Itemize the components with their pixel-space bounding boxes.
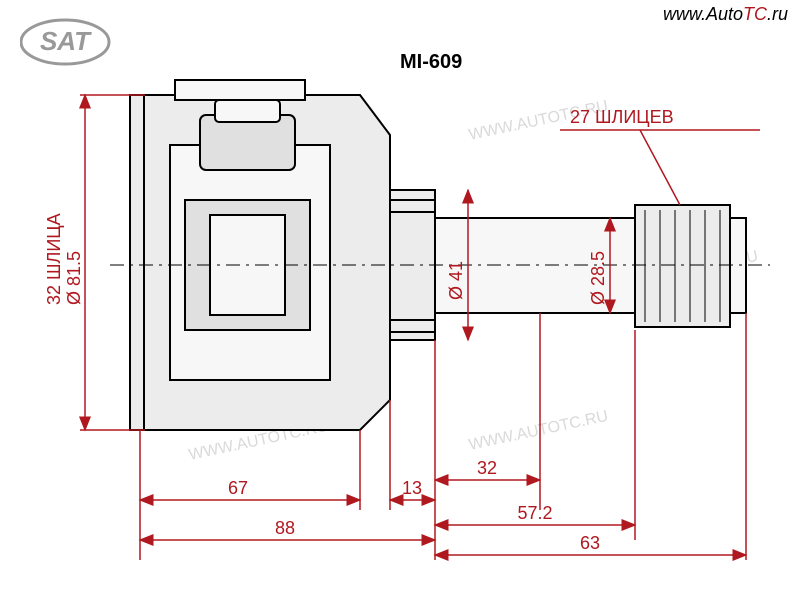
svg-text:63: 63 — [580, 533, 600, 553]
svg-text:32: 32 — [477, 458, 497, 478]
svg-text:32 ШЛИЦА: 32 ШЛИЦА — [44, 213, 64, 305]
svg-text:Ø 81.5: Ø 81.5 — [64, 251, 84, 305]
dim-13: 13 — [390, 478, 435, 500]
watermark: WWW.AUTOTC.RU — [467, 408, 609, 454]
svg-text:27 ШЛИЦЕВ: 27 ШЛИЦЕВ — [570, 107, 674, 127]
dim-dia-41: Ø 41 — [446, 190, 468, 340]
part-number-label: MI-609 — [400, 51, 462, 73]
drawing-svg: WWW.AUTOTC.RU WWW.AUTOTC.RU WWW.AUTOTC.R… — [0, 0, 800, 600]
svg-text:57.2: 57.2 — [517, 503, 552, 523]
dim-63: 63 — [435, 533, 746, 555]
dim-32: 32 — [435, 458, 540, 480]
dim-57-2: 57.2 — [435, 503, 635, 525]
svg-text:67: 67 — [228, 478, 248, 498]
drawing-canvas: { "meta": { "part_number": "MI-609", "ur… — [0, 0, 800, 600]
spline-callout: 27 ШЛИЦЕВ — [560, 107, 760, 205]
svg-text:Ø 28.5: Ø 28.5 — [588, 251, 608, 305]
svg-text:Ø 41: Ø 41 — [446, 261, 466, 300]
svg-text:88: 88 — [275, 518, 295, 538]
dim-88: 88 — [140, 518, 435, 540]
svg-text:13: 13 — [402, 478, 422, 498]
dim-67: 67 — [140, 478, 360, 500]
mechanical-part — [130, 80, 746, 430]
